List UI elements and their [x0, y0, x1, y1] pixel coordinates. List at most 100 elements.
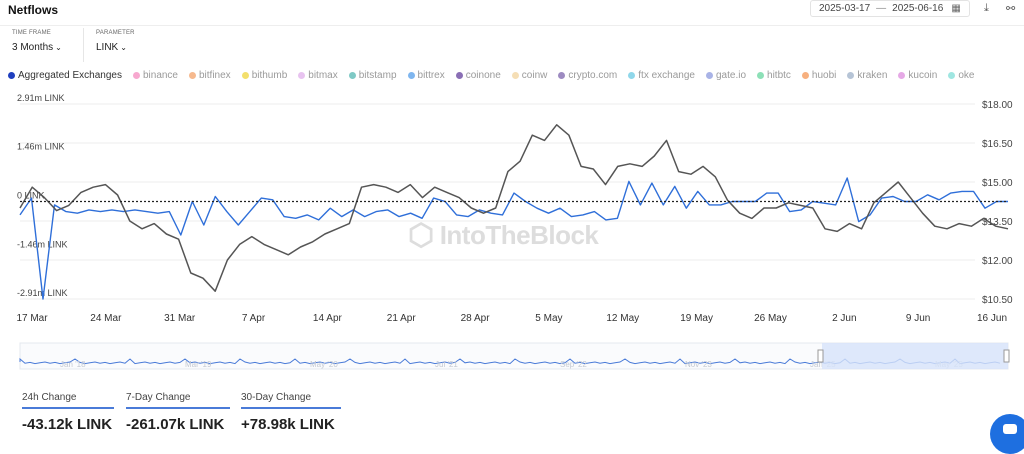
overview-selection[interactable] [822, 343, 1008, 369]
price-line [19, 124, 1009, 292]
legend-label: kucoin [908, 69, 938, 81]
legend-dot-icon [558, 71, 566, 79]
stat-value: +78.98k LINK [241, 416, 335, 433]
parameter-control[interactable]: PARAMETER LINK ⌄ [96, 30, 135, 53]
stat-value: -43.12k LINK [22, 416, 113, 433]
range-handle-left[interactable] [817, 349, 824, 363]
download-icon[interactable]: ⤓ [984, 2, 989, 14]
legend-dot-icon [132, 71, 140, 79]
timeframe-control[interactable]: TIME FRAME 3 Months ⌄ [12, 30, 62, 53]
legend-dot-icon [455, 71, 463, 79]
stat-label: 24h Change [22, 392, 114, 409]
x-tick-label: 19 May [680, 313, 713, 324]
legend-label: bitstamp [358, 69, 397, 81]
timeframe-value: 3 Months [12, 42, 54, 53]
legend-dot-icon [898, 71, 906, 79]
legend-item[interactable]: coinw [511, 68, 548, 82]
legend-item[interactable]: bitstamp [348, 68, 397, 82]
legend-item[interactable]: bittrex [407, 68, 445, 82]
page-title: Netflows [8, 3, 59, 17]
legend-item[interactable]: kraken [847, 68, 887, 82]
y-left-tick-label: 0 LINK [17, 191, 45, 201]
legend-item[interactable]: crypto.com [558, 68, 617, 82]
legend-dot-icon [847, 71, 855, 79]
x-tick-label: 12 May [606, 313, 639, 324]
control-divider [83, 28, 84, 62]
legend-dot-icon [348, 71, 356, 79]
legend-dot-icon [511, 71, 519, 79]
netflow-line [19, 177, 1008, 300]
legend-item[interactable]: huobi [801, 68, 837, 82]
parameter-label: PARAMETER [96, 30, 135, 36]
date-end: 2025-06-16 [892, 3, 944, 14]
legend-dot-icon [801, 71, 809, 79]
overview-label: Jul '21 [435, 360, 458, 369]
x-tick-label: 17 Mar [16, 313, 48, 324]
parameter-value: LINK [96, 42, 119, 53]
legend-item[interactable]: gate.io [705, 68, 747, 82]
legend-item[interactable]: bithumb [241, 68, 287, 82]
legend-item[interactable]: kucoin [898, 68, 937, 82]
legend-item[interactable]: coinone [455, 68, 501, 82]
legend: Aggregated Exchanges binance bitfinex bithu… [8, 68, 1024, 82]
legend-label: coinw [521, 69, 548, 81]
overview-label: Sep '22 [560, 360, 587, 369]
calendar-icon[interactable]: ▦ [951, 3, 961, 14]
legend-label: huobi [811, 69, 837, 81]
legend-label: binance [142, 69, 178, 81]
timeframe-label: TIME FRAME [12, 30, 51, 36]
y-right-tick-label: $15.00 [982, 178, 1013, 189]
x-tick-label: 5 May [535, 313, 562, 324]
legend-dot-icon [705, 71, 713, 79]
netflows-chart: $18.00 $16.50 $15.00 $13.50 $12.00 $10.50 2.91… [16, 93, 1013, 324]
intotheblock-logo-icon: ⬡ [408, 219, 434, 252]
watermark: ⬡ IntoTheBlock [408, 218, 599, 253]
overview-label: Mar '19 [185, 360, 212, 369]
date-range-picker[interactable]: 2025-03-17 — 2025-06-16 ▦ [810, 0, 970, 17]
y-left-tick-label: 1.46m LINK [17, 142, 65, 152]
stat-7d: 7-Day Change -261.07k LINK [126, 392, 230, 433]
legend-item[interactable]: Aggregated Exchanges [8, 68, 122, 82]
legend-item[interactable]: ftx exchange [628, 68, 695, 82]
watermark-text: IntoTheBlock [439, 220, 599, 250]
y-right-tick-label: $13.50 [982, 217, 1013, 228]
legend-label: oke [958, 69, 975, 81]
legend-label: coinone [465, 69, 501, 81]
legend-label: crypto.com [568, 69, 618, 81]
legend-label: Aggregated Exchanges [18, 69, 122, 81]
legend-label: gate.io [715, 69, 747, 81]
link-icon[interactable]: ⚯ [1006, 3, 1016, 15]
legend-item[interactable]: oke [948, 68, 974, 82]
x-tick-label: 26 May [754, 313, 787, 324]
y-right-tick-label: $10.50 [982, 295, 1013, 306]
chevron-down-icon: ⌄ [55, 43, 62, 52]
overview-label: Jan '18 [60, 360, 86, 369]
date-start: 2025-03-17 [819, 3, 871, 14]
stat-label: 7-Day Change [126, 392, 230, 409]
date-separator: — [876, 3, 887, 14]
x-tick-label: 28 Apr [461, 313, 491, 324]
legend-dot-icon [298, 71, 306, 79]
range-handle-right[interactable] [1003, 349, 1010, 363]
legend-item[interactable]: bitfinex [189, 68, 231, 82]
legend-item[interactable]: hitbtc [757, 68, 791, 82]
x-tick-label: 2 Jun [832, 313, 856, 324]
stat-30d: 30-Day Change +78.98k LINK [241, 392, 341, 433]
y-left-tick-label: -1.46m LINK [17, 239, 68, 249]
legend-label: bitfinex [199, 69, 231, 81]
legend-label: bitmax [308, 69, 338, 81]
chat-button[interactable] [990, 414, 1024, 454]
x-tick-label: 9 Jun [906, 313, 930, 324]
x-tick-label: 24 Mar [90, 313, 122, 324]
legend-item[interactable]: bitmax [298, 68, 338, 82]
legend-dot-icon [948, 71, 956, 79]
legend-item[interactable]: binance [132, 68, 178, 82]
x-tick-label: 7 Apr [242, 313, 266, 324]
chat-icon [1003, 424, 1017, 434]
legend-label: kraken [857, 69, 888, 81]
overview-navigator[interactable]: Jan '18 Mar '19 May '20 Jul '21 Sep '22 Nov '… [0, 342, 1024, 372]
legend-dot-icon [757, 71, 765, 79]
legend-dot-icon [241, 71, 249, 79]
x-tick-label: 31 Mar [164, 313, 196, 324]
legend-label: ftx exchange [638, 69, 695, 81]
